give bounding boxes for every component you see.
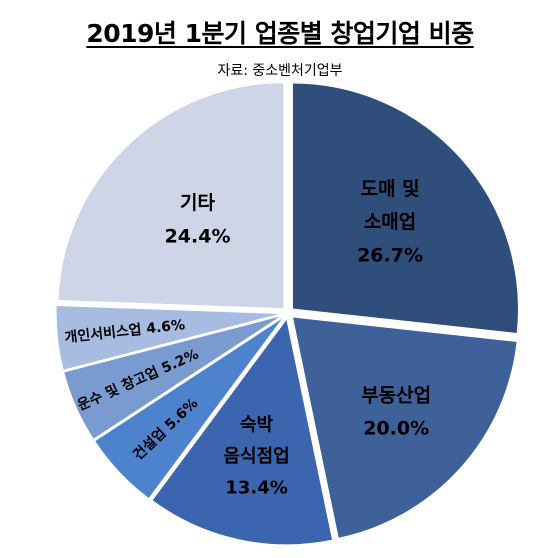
chart-title: 2019년 1분기 업종별 창업기업 비중 bbox=[86, 19, 474, 48]
slice-label-line: 20.0% bbox=[363, 418, 429, 440]
pie-slice-group: 건설업 5.6% bbox=[93, 316, 285, 500]
pie-slice-group: 기타 24.4% bbox=[57, 82, 285, 310]
slice-label-line: 도매 및 bbox=[361, 178, 420, 200]
pie-slice-group: 부동산업 20.0% bbox=[291, 316, 518, 539]
pie-slice bbox=[291, 82, 519, 335]
pie-slice bbox=[93, 316, 285, 500]
pie-slice bbox=[151, 317, 334, 546]
slice-label-line: 13.4% bbox=[225, 477, 287, 498]
slice-label-line: 숙박 bbox=[240, 414, 274, 435]
slice-label-line: 24.4% bbox=[165, 225, 231, 247]
pie-slice-group: 개인서비스업 4.6% bbox=[55, 304, 283, 371]
slice-label-line: 소매업 bbox=[364, 211, 416, 233]
chart-source: 자료: 중소벤처기업부 bbox=[217, 63, 343, 79]
pie-slice bbox=[55, 304, 283, 371]
slice-label: 부동산업 20.0% bbox=[361, 384, 431, 439]
pie-slice bbox=[57, 82, 285, 310]
pie-slice bbox=[291, 316, 518, 539]
slice-label-line: 26.7% bbox=[357, 244, 423, 266]
slice-label-line: 기타 bbox=[180, 192, 215, 214]
slice-label-line: 음식점업 bbox=[223, 446, 289, 467]
slice-label-line: 부동산업 bbox=[361, 384, 431, 406]
pie-slice bbox=[63, 314, 283, 441]
slice-label: 기타 24.4% bbox=[165, 192, 231, 247]
